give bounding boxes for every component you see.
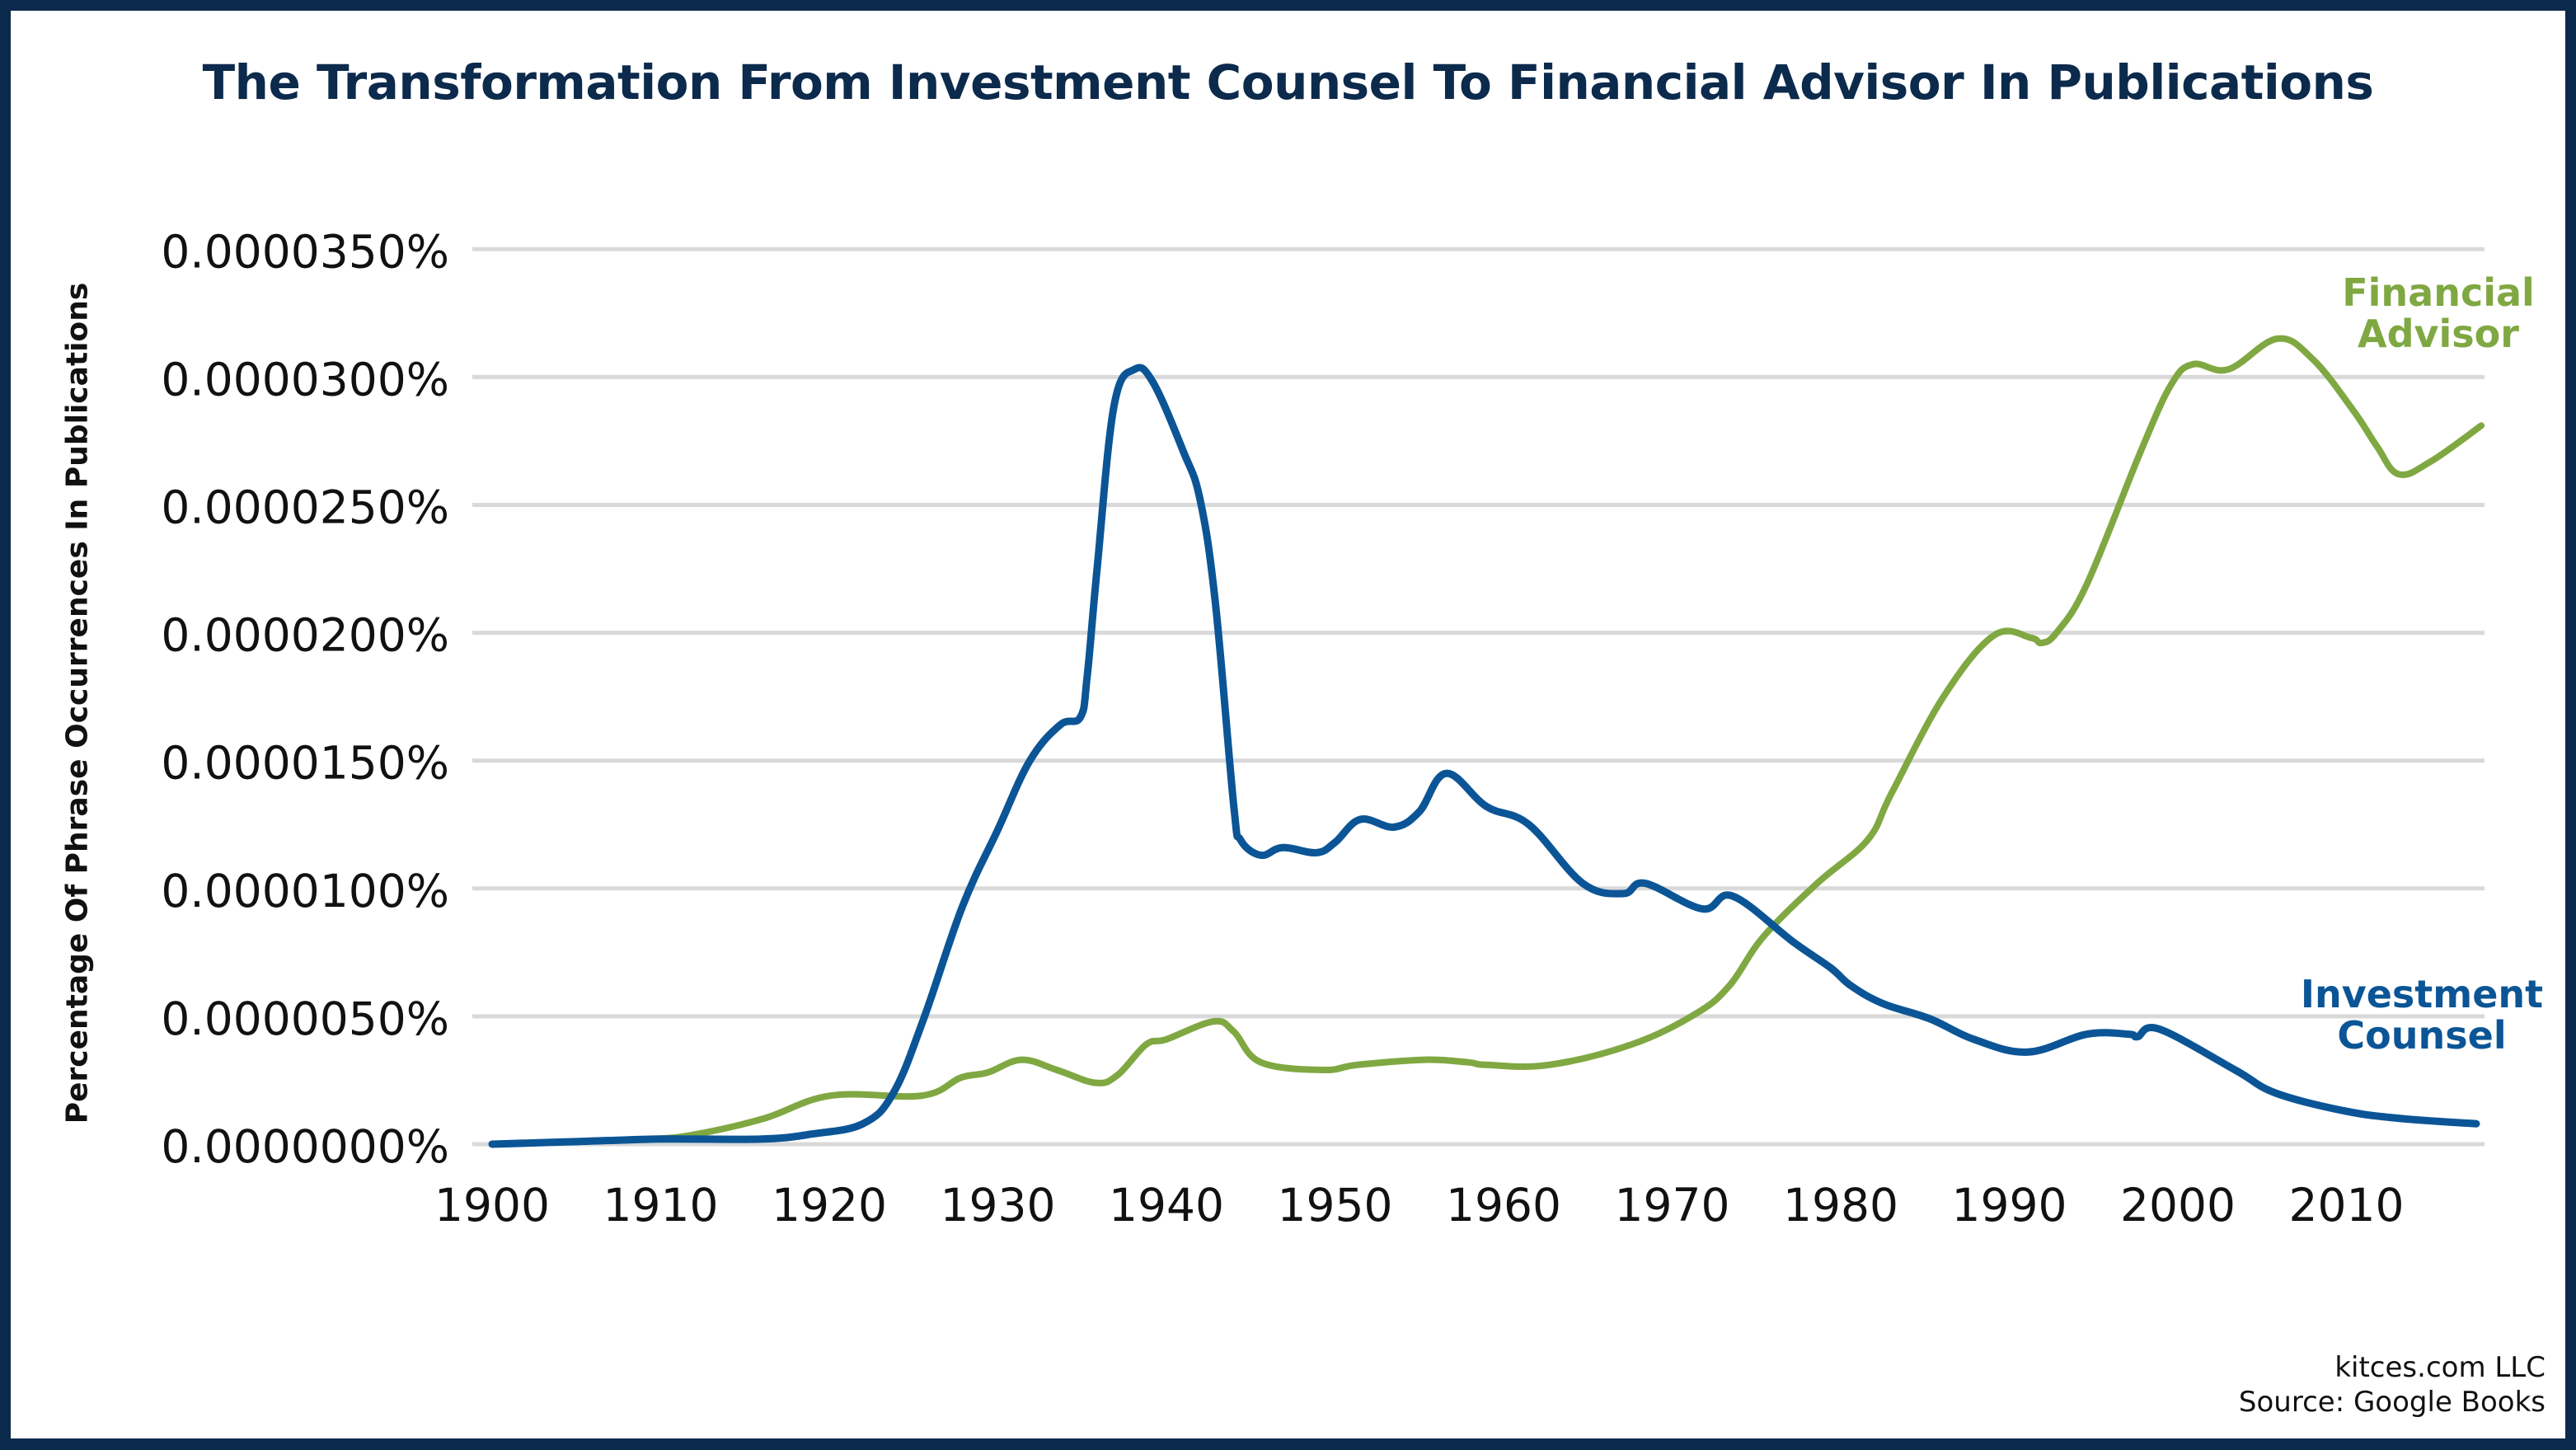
series-label-line: Advisor	[2358, 312, 2519, 356]
chart-title: The Transformation From Investment Couns…	[202, 54, 2374, 110]
y-tick-label: 0.0000050%	[161, 992, 449, 1045]
series-label-financial-advisor: Financial Advisor	[2342, 272, 2535, 354]
series-label-line: Counsel	[2337, 1013, 2507, 1058]
y-tick-label: 0.0000300%	[161, 353, 449, 406]
series-line-financial-advisor	[489, 335, 2485, 1147]
x-axis-ticks: 1900 1910 1920 1930 1940 1950 1960 1970 1980 1990…	[434, 1179, 2404, 1232]
x-tick-label: 1900	[434, 1179, 550, 1232]
y-tick-label: 0.0000250%	[161, 481, 449, 534]
x-tick-label: 1920	[772, 1179, 887, 1232]
x-tick-label: 1980	[1783, 1179, 1898, 1232]
x-tick-label: 1990	[1952, 1179, 2067, 1232]
series-lines	[488, 335, 2485, 1148]
series-line-investment-counsel	[488, 364, 2480, 1148]
y-tick-label: 0.0000350%	[161, 225, 449, 278]
chart-footer: kitces.com LLC Source: Google Books	[2239, 1350, 2546, 1419]
y-tick-label: 0.0000200%	[161, 609, 449, 662]
x-tick-label: 1970	[1615, 1179, 1730, 1232]
x-tick-label: 1960	[1446, 1179, 1561, 1232]
x-tick-label: 1950	[1278, 1179, 1393, 1232]
series-label-line: Investment	[2300, 972, 2544, 1016]
x-tick-label: 2000	[2120, 1179, 2236, 1232]
x-tick-label: 2010	[2289, 1179, 2405, 1232]
source-text: Source: Google Books	[2238, 1386, 2546, 1419]
series-label-line: Financial	[2342, 270, 2535, 315]
y-tick-label: 0.0000150%	[161, 737, 449, 790]
gridlines	[472, 246, 2485, 1147]
x-tick-label: 1940	[1109, 1179, 1224, 1232]
x-tick-label: 1930	[941, 1179, 1056, 1232]
x-tick-label: 1910	[603, 1179, 719, 1232]
y-tick-label: 0.0000000%	[161, 1120, 449, 1173]
y-axis-ticks: 0.0000000% 0.0000050% 0.0000100% 0.0000150%…	[161, 225, 449, 1173]
y-tick-label: 0.0000100%	[161, 865, 449, 917]
credit-text: kitces.com LLC	[2334, 1351, 2546, 1384]
series-label-investment-counsel: Investment Counsel	[2301, 974, 2543, 1056]
